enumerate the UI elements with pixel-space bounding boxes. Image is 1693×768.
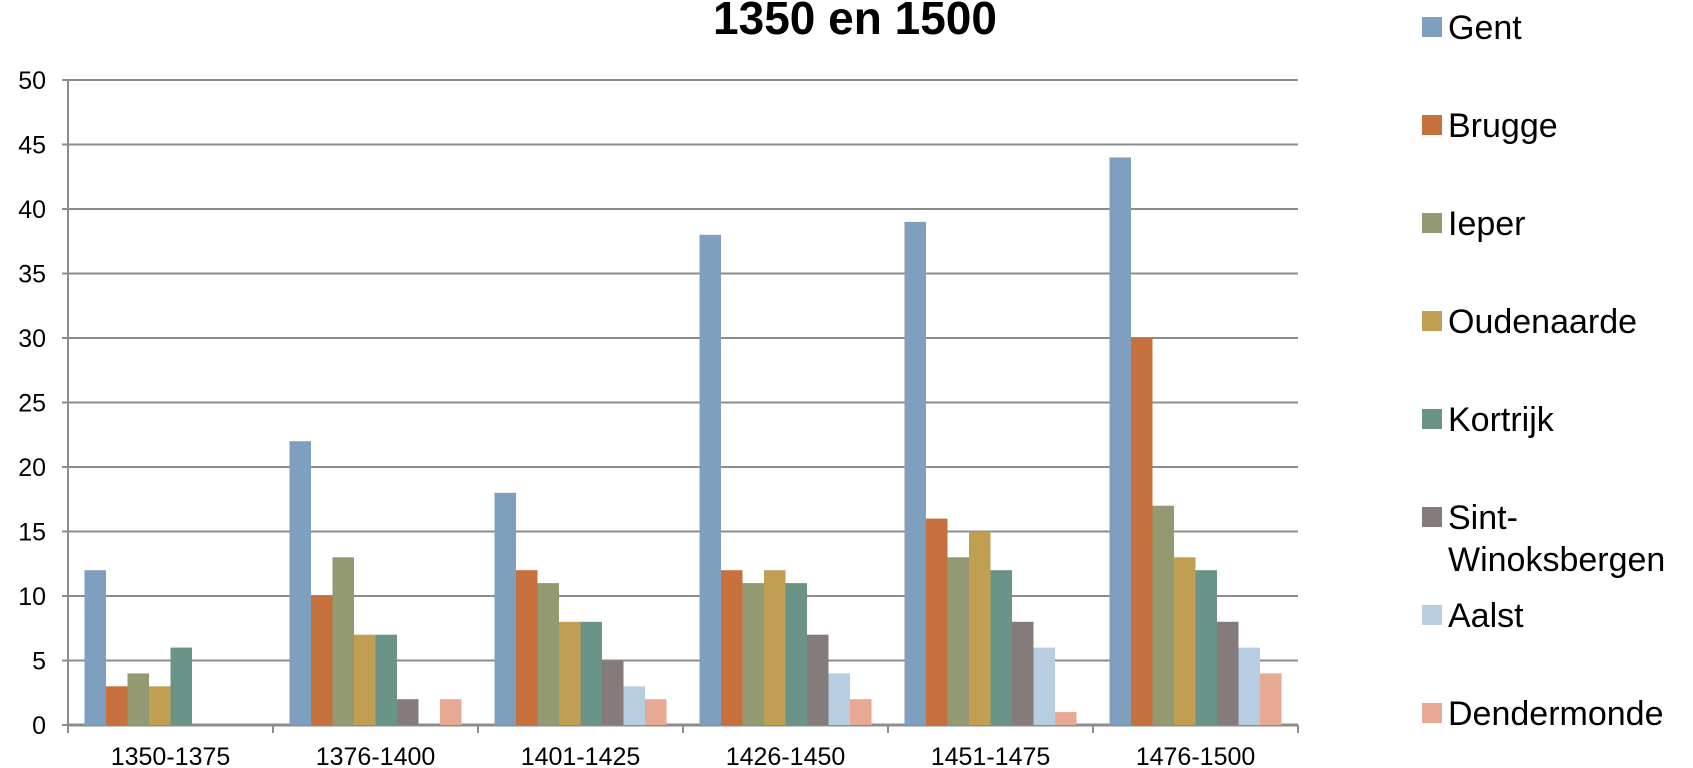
y-tick-label: 10 <box>18 583 46 611</box>
bar <box>106 686 128 725</box>
legend-swatch <box>1422 507 1442 527</box>
legend-swatch <box>1422 17 1442 37</box>
bar <box>828 673 850 725</box>
legend-swatch <box>1422 409 1442 429</box>
bar <box>699 234 721 726</box>
bar <box>990 570 1012 725</box>
bar <box>721 570 743 725</box>
x-axis-ticks: 1350-1375 1376-1400 1401-1425 1426-1450 1451… <box>111 743 1256 768</box>
bar <box>580 621 602 725</box>
y-axis-ticks: 0 5 10 15 20 25 30 35 40 45 50 <box>18 67 46 740</box>
x-tick-label: 1426-1450 <box>726 743 846 768</box>
legend-swatch <box>1422 115 1442 135</box>
bar <box>1195 570 1217 725</box>
x-tick-label: 1401-1425 <box>521 743 641 768</box>
bar <box>1238 647 1260 725</box>
legend-label: Sint- Winoksbergen <box>1448 499 1665 579</box>
bar <box>1109 157 1131 725</box>
bar <box>1152 505 1174 725</box>
legend-swatch <box>1422 311 1442 331</box>
legend-label-line: Winoksbergen <box>1448 541 1665 579</box>
bar <box>1217 621 1239 725</box>
bar <box>311 596 333 725</box>
bar <box>1174 557 1196 725</box>
y-tick-label: 40 <box>18 196 46 224</box>
y-tick-label: 35 <box>18 261 46 289</box>
bar <box>375 634 397 725</box>
y-tick-label: 25 <box>18 390 46 418</box>
bar <box>1055 712 1077 725</box>
bar <box>127 673 149 725</box>
legend-label: Aalst <box>1448 597 1524 635</box>
bar <box>1260 673 1282 725</box>
bar <box>904 221 926 725</box>
y-tick-label: 15 <box>18 519 46 547</box>
bar <box>623 686 645 725</box>
bar <box>969 531 991 725</box>
bar <box>397 699 419 725</box>
bar <box>850 699 872 725</box>
x-tick-label: 1476-1500 <box>1136 743 1256 768</box>
bar <box>332 557 354 725</box>
bar <box>354 634 376 725</box>
bar <box>1131 338 1153 725</box>
bar <box>764 570 786 725</box>
x-tick-label: 1451-1475 <box>931 743 1051 768</box>
bar <box>742 583 764 725</box>
bar <box>807 634 829 725</box>
y-tick-label: 5 <box>32 648 46 676</box>
chart-title: 1350 en 1500 <box>713 0 997 44</box>
y-tick-label: 45 <box>18 132 46 160</box>
bar <box>1033 647 1055 725</box>
legend-swatch <box>1422 605 1442 625</box>
bar <box>516 570 538 725</box>
gridlines <box>62 79 1299 733</box>
bar <box>440 699 462 725</box>
legend-label: Ieper <box>1448 205 1526 243</box>
y-tick-label: 50 <box>18 67 46 95</box>
bar <box>289 441 311 725</box>
bar <box>926 518 948 725</box>
bar <box>1012 621 1034 725</box>
legend: Gent Brugge Ieper Oudenaarde Kortrijk Sint- Wi… <box>1422 9 1665 733</box>
legend-label-line: Sint- <box>1448 499 1518 537</box>
legend-label: Kortrijk <box>1448 401 1555 439</box>
x-tick-label: 1350-1375 <box>111 743 231 768</box>
legend-label: Brugge <box>1448 107 1558 145</box>
bar <box>537 583 559 725</box>
y-tick-label: 0 <box>32 712 46 740</box>
bars <box>84 157 1282 726</box>
y-tick-label: 30 <box>18 325 46 353</box>
legend-label: Gent <box>1448 9 1522 47</box>
bar <box>84 570 106 725</box>
legend-label: Oudenaarde <box>1448 303 1637 341</box>
bar <box>947 557 969 725</box>
legend-swatch <box>1422 213 1442 233</box>
bar <box>149 686 171 725</box>
bar <box>602 660 624 725</box>
bar <box>785 583 807 725</box>
legend-swatch <box>1422 703 1442 723</box>
bar <box>645 699 667 725</box>
bar <box>494 492 516 725</box>
bar <box>170 647 192 725</box>
y-tick-label: 20 <box>18 454 46 482</box>
x-tick-label: 1376-1400 <box>316 743 436 768</box>
legend-label: Dendermonde <box>1448 695 1663 733</box>
bar <box>559 621 581 725</box>
